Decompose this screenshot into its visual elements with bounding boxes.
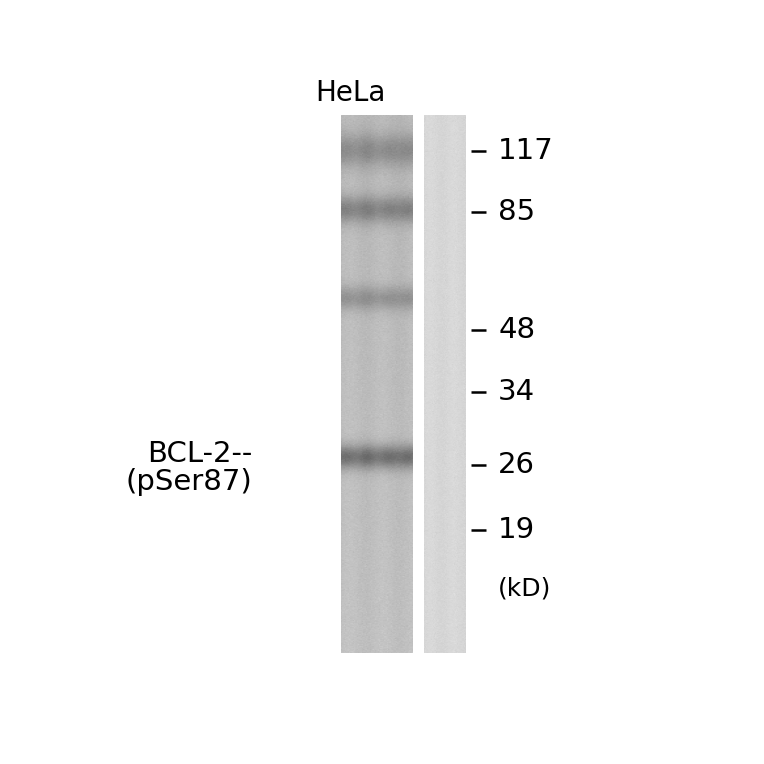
Text: 26: 26 [498, 452, 535, 479]
Text: (kD): (kD) [498, 577, 552, 601]
Text: BCL-2--: BCL-2-- [147, 440, 252, 468]
Text: HeLa: HeLa [315, 79, 385, 107]
Text: 48: 48 [498, 316, 536, 344]
Text: 117: 117 [498, 137, 554, 164]
Text: 34: 34 [498, 377, 536, 406]
Text: 85: 85 [498, 199, 536, 226]
Text: (pSer87): (pSer87) [125, 468, 252, 496]
Text: 19: 19 [498, 516, 536, 544]
